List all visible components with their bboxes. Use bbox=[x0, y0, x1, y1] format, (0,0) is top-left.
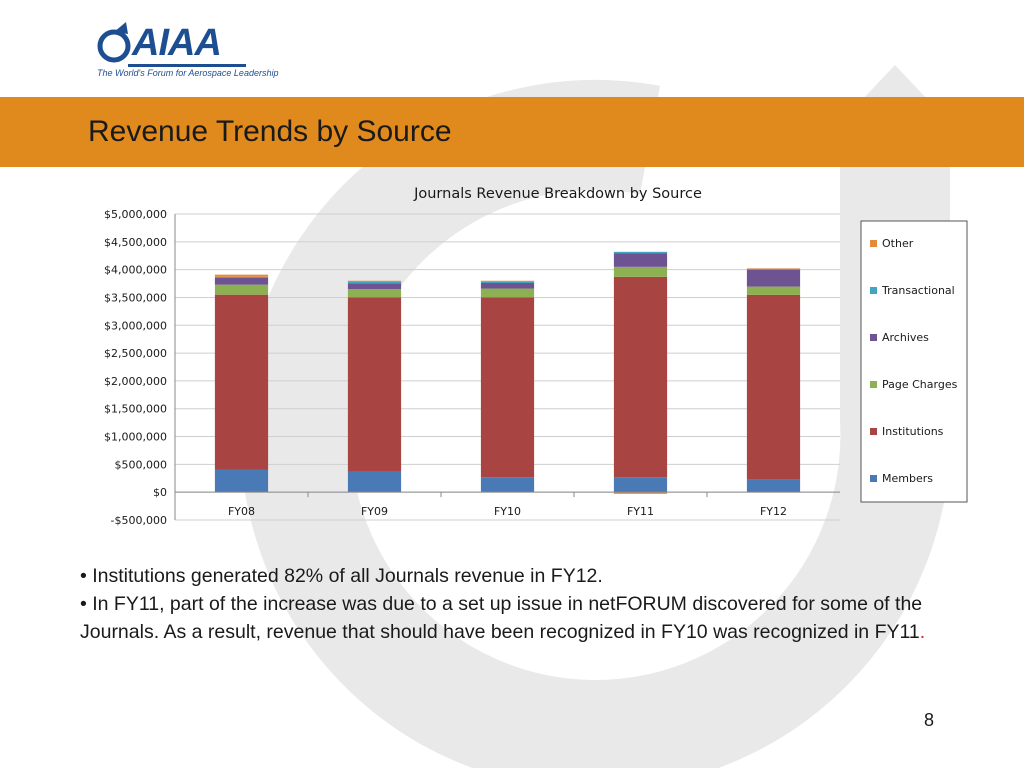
page-number: 8 bbox=[924, 710, 935, 730]
y-tick-label: $5,000,000 bbox=[104, 208, 167, 221]
bar-segment-other bbox=[480, 280, 535, 282]
bullet-2-text: • In FY11, part of the increase was due … bbox=[80, 593, 923, 643]
y-tick-label: $4,500,000 bbox=[104, 236, 167, 249]
legend-label: Page Charges bbox=[882, 378, 958, 391]
bar-segment-page-charges bbox=[347, 289, 402, 298]
legend: Other Transactional Archives Page Charges In… bbox=[860, 220, 968, 503]
y-tick-label: $500,000 bbox=[115, 458, 168, 471]
legend-label: Archives bbox=[882, 331, 929, 344]
bar-segment-archives bbox=[214, 277, 269, 285]
bars bbox=[214, 251, 801, 494]
legend-swatch bbox=[870, 240, 877, 247]
bar-segment-transactional bbox=[347, 281, 402, 284]
bar-segment-page-charges bbox=[746, 286, 801, 295]
bullet-2: • In FY11, part of the increase was due … bbox=[80, 590, 960, 646]
x-tick-label: FY12 bbox=[760, 505, 787, 518]
bullet-1: • Institutions generated 82% of all Jour… bbox=[80, 565, 603, 587]
legend-label: Members bbox=[882, 472, 933, 485]
bar-segment-other bbox=[347, 280, 402, 282]
aiaa-logo-icon bbox=[97, 22, 246, 67]
y-tick-label: $1,500,000 bbox=[104, 403, 167, 416]
legend-label: Other bbox=[882, 237, 914, 250]
x-tick-label: FY11 bbox=[627, 505, 654, 518]
bar-segment-members bbox=[480, 477, 535, 493]
title-band bbox=[0, 97, 1024, 167]
axes bbox=[174, 214, 840, 520]
bar-segment-archives bbox=[746, 269, 801, 287]
y-tick-label: $4,000,000 bbox=[104, 264, 167, 277]
bar-segment-other bbox=[214, 274, 269, 277]
y-tick-label: $3,500,000 bbox=[104, 291, 167, 304]
y-tick-label: -$500,000 bbox=[111, 514, 167, 527]
bar-segment-page-charges bbox=[214, 284, 269, 295]
x-tick-label: FY08 bbox=[228, 505, 255, 518]
bar-segment-institutions bbox=[347, 297, 402, 472]
bullet-list: • Institutions generated 82% of all Jour… bbox=[80, 562, 960, 646]
bar-segment-institutions bbox=[480, 297, 535, 478]
logo-text: AIAA bbox=[132, 22, 222, 64]
bar-segment-page-charges bbox=[480, 288, 535, 298]
y-tick-label: $0 bbox=[153, 486, 167, 499]
y-tick-label: $2,000,000 bbox=[104, 375, 167, 388]
bar-segment-members bbox=[746, 479, 801, 493]
bar-segment-institutions bbox=[746, 294, 801, 480]
bar-segment-transactional bbox=[746, 268, 801, 270]
legend-swatch bbox=[870, 287, 877, 294]
bullet-2-end: . bbox=[919, 621, 926, 643]
bar-segment-institutions bbox=[214, 294, 269, 470]
legend-box bbox=[860, 220, 968, 503]
y-tick-label: $3,000,000 bbox=[104, 319, 167, 332]
slide-title: Revenue Trends by Source bbox=[88, 115, 452, 148]
legend-swatch bbox=[870, 428, 877, 435]
bar-segment-archives bbox=[480, 282, 535, 289]
y-axis-tick-labels: -$500,000 $0 $500,000 $1,000,000 $1,500,000 $… bbox=[104, 208, 167, 527]
bar-segment-other bbox=[746, 268, 801, 269]
legend-swatch bbox=[870, 334, 877, 341]
legend-swatch bbox=[870, 475, 877, 482]
y-tick-label: $2,500,000 bbox=[104, 347, 167, 360]
bar-segment-transactional bbox=[214, 276, 269, 278]
logo-tagline: The World's Forum for Aerospace Leadersh… bbox=[97, 68, 279, 78]
legend-swatch bbox=[870, 381, 877, 388]
chart-title: Journals Revenue Breakdown by Source bbox=[413, 186, 702, 202]
bar-segment-transactional bbox=[613, 251, 668, 254]
legend-label: Transactional bbox=[881, 284, 955, 297]
bar-segment-archives bbox=[613, 253, 668, 267]
bar-segment-archives bbox=[347, 283, 402, 290]
bar-segment-institutions bbox=[613, 276, 668, 478]
bar-segment-transactional bbox=[480, 281, 535, 283]
x-tick-label: FY10 bbox=[494, 505, 521, 518]
y-tick-label: $1,000,000 bbox=[104, 431, 167, 444]
bar-segment-page-charges bbox=[613, 266, 668, 277]
x-tick-label: FY09 bbox=[361, 505, 388, 518]
x-axis-tick-labels: FY08 FY09 FY10 FY11 FY12 bbox=[228, 505, 787, 518]
legend-label: Institutions bbox=[882, 425, 944, 438]
bar-segment-members bbox=[613, 477, 668, 493]
bar-segment-members bbox=[214, 469, 269, 493]
bar-segment-members bbox=[347, 471, 402, 493]
bar-segment-other bbox=[613, 492, 668, 494]
